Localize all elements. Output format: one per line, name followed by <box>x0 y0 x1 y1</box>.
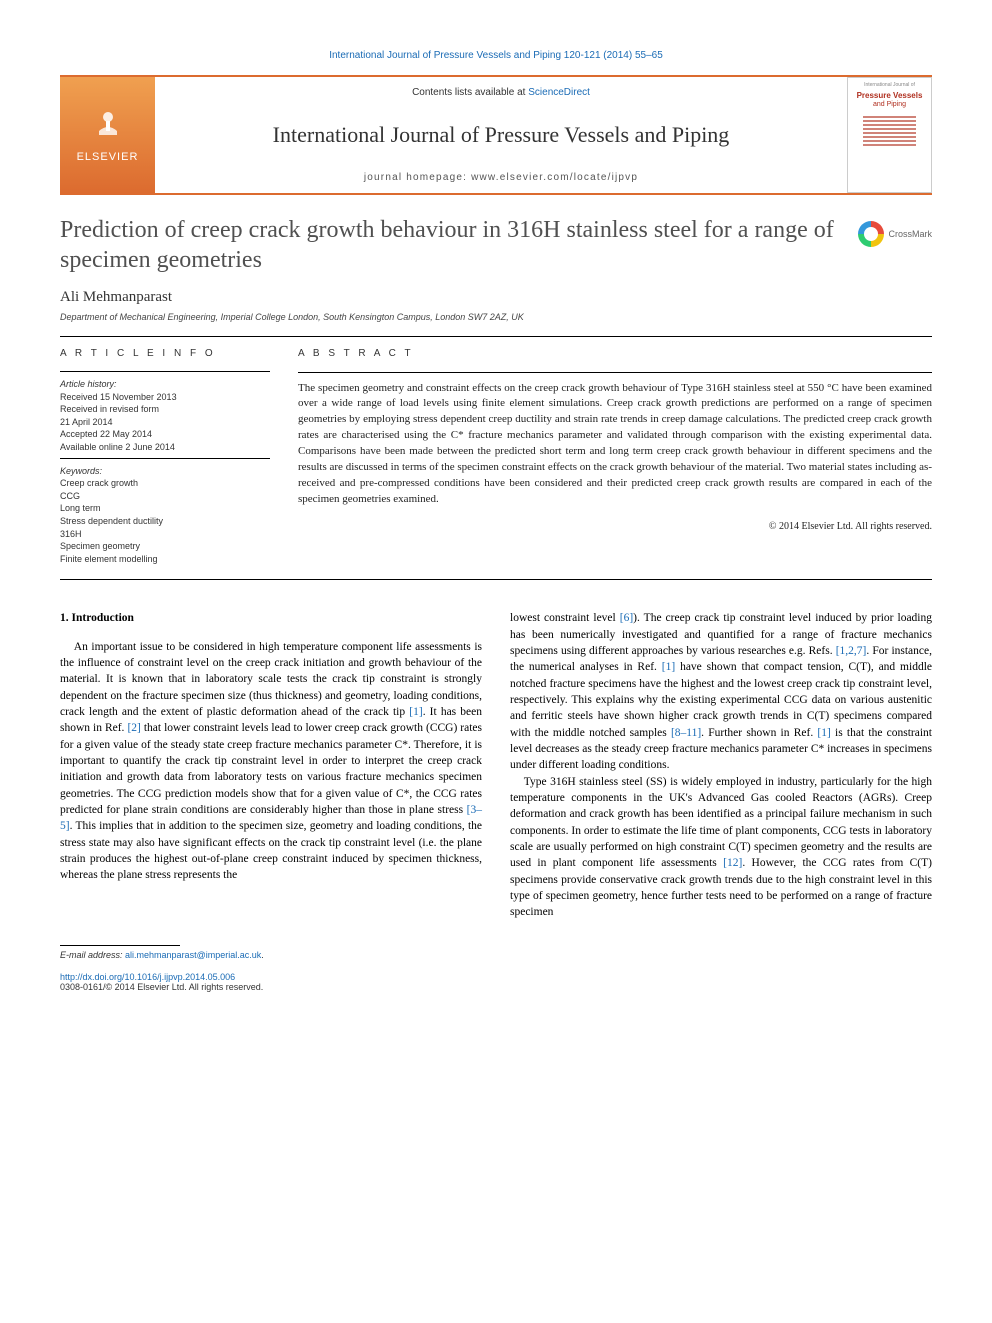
cover-lines <box>863 114 916 148</box>
keyword: Finite element modelling <box>60 553 270 566</box>
divider <box>60 336 932 337</box>
elsevier-tree-icon <box>91 107 125 147</box>
journal-title: International Journal of Pressure Vessel… <box>273 122 730 148</box>
keyword: CCG <box>60 490 270 503</box>
elsevier-logo[interactable]: ELSEVIER <box>60 77 155 193</box>
email-link[interactable]: ali.mehmanparast@imperial.ac.uk <box>125 950 261 960</box>
received-date: Received 15 November 2013 <box>60 391 270 404</box>
citation-link[interactable]: [1] <box>662 661 675 673</box>
online-date: Available online 2 June 2014 <box>60 441 270 454</box>
section-heading: 1. Introduction <box>60 610 482 626</box>
body-col-right: lowest constraint level [6]). The creep … <box>510 610 932 920</box>
keyword: Long term <box>60 502 270 515</box>
cover-issn-line: International Journal of <box>864 82 915 88</box>
author-affiliation: Department of Mechanical Engineering, Im… <box>60 312 932 322</box>
abstract-text: The specimen geometry and constraint eff… <box>298 381 932 509</box>
abstract-copyright: © 2014 Elsevier Ltd. All rights reserved… <box>298 520 932 535</box>
page-footer: E-mail address: ali.mehmanparast@imperia… <box>60 945 932 992</box>
history-label: Article history: <box>60 379 117 389</box>
abstract-heading: A B S T R A C T <box>298 347 932 362</box>
citation-link[interactable]: [1] <box>817 727 830 739</box>
cover-title: Pressure Vessels <box>857 92 923 101</box>
article-info: A R T I C L E I N F O Article history: R… <box>60 347 270 565</box>
citation-link[interactable]: [1] <box>409 706 422 718</box>
issn-line: 0308-0161/© 2014 Elsevier Ltd. All right… <box>60 982 932 992</box>
revised-line2: 21 April 2014 <box>60 416 270 429</box>
keywords-label: Keywords: <box>60 466 102 476</box>
abstract: A B S T R A C T The specimen geometry an… <box>298 347 932 565</box>
homepage-prefix: journal homepage: <box>364 172 471 183</box>
crossmark-icon <box>858 221 884 247</box>
keyword: Creep crack growth <box>60 477 270 490</box>
citation-link[interactable]: [2] <box>127 722 140 734</box>
journal-cover-thumb[interactable]: International Journal of Pressure Vessel… <box>847 77 932 193</box>
homepage-url[interactable]: www.elsevier.com/locate/ijpvp <box>471 172 638 183</box>
accepted-date: Accepted 22 May 2014 <box>60 428 270 441</box>
author-name: Ali Mehmanparast <box>60 289 932 306</box>
citation-link[interactable]: [8–11] <box>671 727 701 739</box>
body-paragraph: lowest constraint level [6]). The creep … <box>510 610 932 773</box>
divider <box>60 579 932 580</box>
crossmark-badge[interactable]: CrossMark <box>858 221 932 247</box>
title-row: Prediction of creep crack growth behavio… <box>60 215 932 275</box>
sciencedirect-link[interactable]: ScienceDirect <box>528 87 590 98</box>
citation-link[interactable]: [12] <box>723 857 742 869</box>
email-line: E-mail address: ali.mehmanparast@imperia… <box>60 950 932 960</box>
keyword: Specimen geometry <box>60 540 270 553</box>
revised-line1: Received in revised form <box>60 403 270 416</box>
contents-line: Contents lists available at ScienceDirec… <box>412 87 590 98</box>
contents-prefix: Contents lists available at <box>412 87 528 98</box>
crossmark-label: CrossMark <box>888 229 932 239</box>
keyword: 316H <box>60 528 270 541</box>
journal-homepage: journal homepage: www.elsevier.com/locat… <box>364 172 638 183</box>
journal-header: ELSEVIER Contents lists available at Sci… <box>60 75 932 195</box>
citation-link[interactable]: [1,2,7] <box>836 645 867 657</box>
cover-sub: and Piping <box>873 101 906 108</box>
article-info-heading: A R T I C L E I N F O <box>60 347 270 361</box>
keyword: Stress dependent ductility <box>60 515 270 528</box>
email-label: E-mail address: <box>60 950 125 960</box>
body-paragraph: Type 316H stainless steel (SS) is widely… <box>510 774 932 921</box>
elsevier-label: ELSEVIER <box>77 151 139 163</box>
body-columns: 1. Introduction An important issue to be… <box>60 610 932 920</box>
header-center: Contents lists available at ScienceDirec… <box>155 77 847 193</box>
citation-link[interactable]: [6] <box>620 612 633 624</box>
doi-link[interactable]: http://dx.doi.org/10.1016/j.ijpvp.2014.0… <box>60 972 235 982</box>
issue-citation[interactable]: International Journal of Pressure Vessel… <box>60 50 932 61</box>
info-abstract-row: A R T I C L E I N F O Article history: R… <box>60 347 932 565</box>
page: International Journal of Pressure Vessel… <box>0 0 992 1032</box>
body-paragraph: An important issue to be considered in h… <box>60 639 482 884</box>
body-col-left: 1. Introduction An important issue to be… <box>60 610 482 920</box>
article-title: Prediction of creep crack growth behavio… <box>60 215 846 275</box>
